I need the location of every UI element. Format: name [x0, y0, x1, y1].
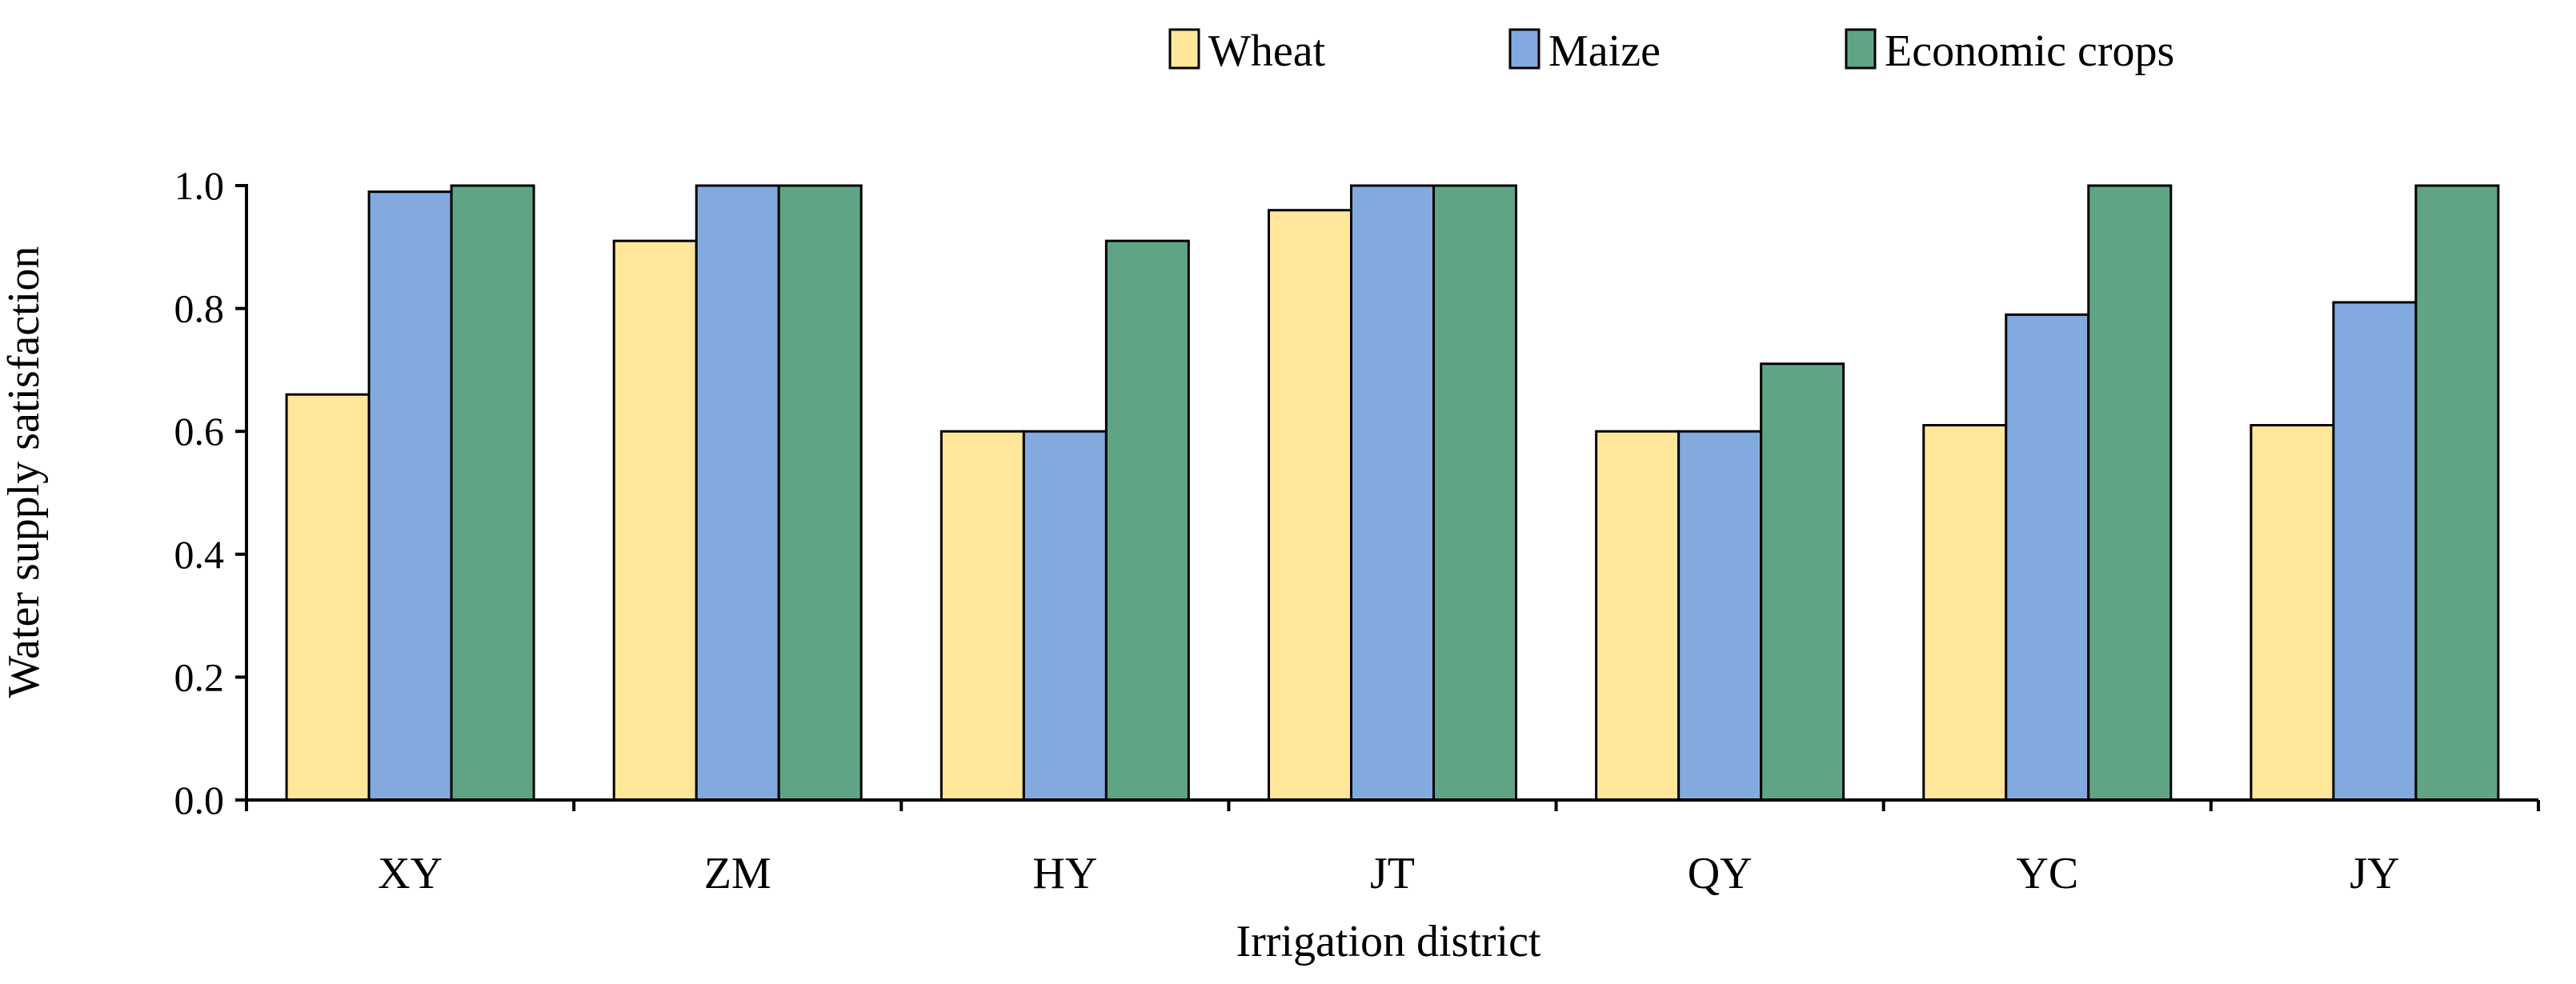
legend-label-maize: Maize	[1548, 26, 1661, 76]
y-axis-title: Water supply satisfaction	[0, 246, 49, 698]
y-tick-label: 0.4	[174, 532, 225, 577]
legend-swatch-economic-crops	[1845, 28, 1877, 70]
y-tick-label: 0.6	[174, 409, 225, 454]
bar-maize-jt	[1350, 184, 1435, 802]
bar-maize-zm	[695, 184, 780, 802]
bar-wheat-jy	[2249, 424, 2335, 802]
x-tick-label: XY	[378, 849, 443, 898]
bar-economic-crops-zm	[777, 184, 863, 802]
plot-area	[285, 184, 2500, 802]
bar-economic-crops-qy	[1760, 362, 1845, 802]
bar-economic-crops-yc	[2087, 184, 2173, 802]
bar-maize-yc	[2005, 313, 2090, 802]
legend-swatch-wheat	[1168, 28, 1200, 70]
y-tick-label: 0.2	[174, 654, 225, 699]
x-axis: XY ZM HY JT QY YC JY	[245, 798, 2540, 898]
bar-maize-qy	[1677, 430, 1763, 802]
bar-maize-jy	[2332, 301, 2418, 802]
bar-wheat-qy	[1595, 430, 1681, 802]
y-tick-label: 0.0	[174, 778, 225, 822]
bar-wheat-jt	[1268, 209, 1352, 802]
legend-label-economic-crops: Economic crops	[1885, 26, 2174, 76]
bar-maize-xy	[367, 190, 453, 802]
x-tick-label: ZM	[704, 849, 771, 898]
bar-wheat-zm	[612, 239, 698, 802]
legend: Wheat Maize Economic crops	[1168, 26, 2174, 76]
bar-wheat-xy	[285, 393, 371, 802]
y-axis: 0.0 0.2 0.4 0.6 0.8 1.0	[174, 163, 248, 822]
bar-wheat-hy	[939, 430, 1025, 802]
bar-economic-crops-jy	[2414, 184, 2500, 802]
bar-economic-crops-jt	[1432, 184, 1517, 802]
legend-label-wheat: Wheat	[1208, 26, 1326, 76]
x-tick-label: HY	[1032, 849, 1097, 898]
bar-wheat-yc	[1922, 424, 2008, 802]
bar-economic-crops-xy	[450, 184, 535, 802]
bar-maize-hy	[1022, 430, 1108, 802]
x-tick-label: YC	[2016, 849, 2078, 898]
x-tick-label: JY	[2350, 849, 2399, 898]
x-axis-title: Irrigation district	[1236, 917, 1540, 966]
y-tick-label: 1.0	[174, 163, 225, 208]
y-tick-label: 0.8	[174, 286, 225, 331]
x-tick-label: QY	[1688, 849, 1753, 898]
x-tick-label: JT	[1370, 849, 1415, 898]
bar-economic-crops-hy	[1104, 239, 1190, 802]
legend-swatch-maize	[1508, 28, 1540, 70]
